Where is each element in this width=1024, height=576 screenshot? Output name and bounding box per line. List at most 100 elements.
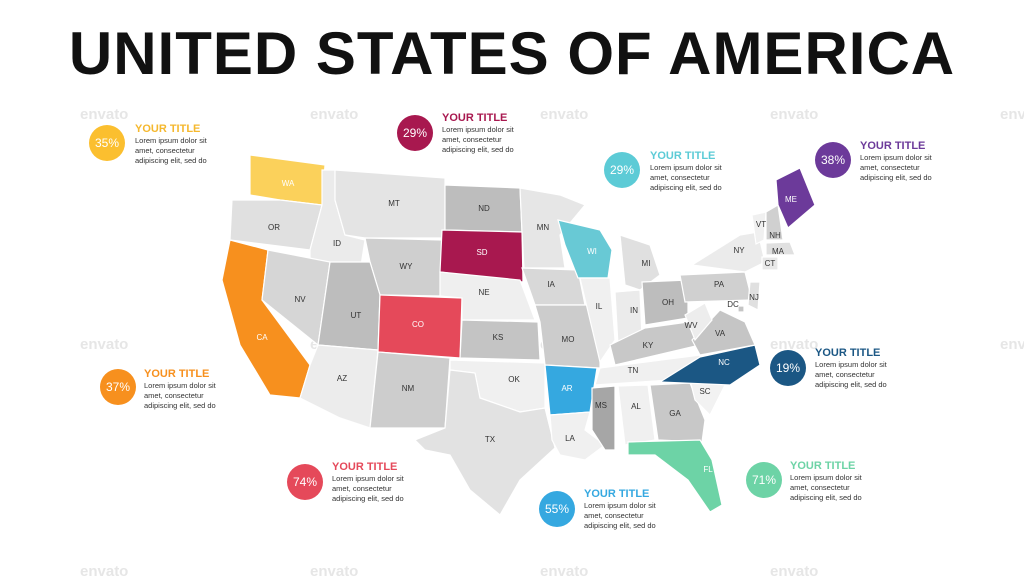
percent-text: 19% bbox=[776, 361, 800, 375]
state-label: WV bbox=[685, 321, 699, 330]
state-label: NH bbox=[769, 231, 781, 240]
percent-badge bbox=[397, 115, 433, 151]
state-shape bbox=[751, 211, 767, 245]
state-label: ID bbox=[333, 239, 341, 248]
state-shape bbox=[459, 319, 541, 361]
watermark: envato bbox=[1000, 106, 1024, 123]
callout-text: adipiscing elit, sed do bbox=[815, 380, 887, 389]
callout-title: YOUR TITLE bbox=[790, 460, 855, 472]
watermark: envato bbox=[770, 563, 818, 576]
state-label: OK bbox=[508, 375, 520, 384]
state-label: KY bbox=[643, 341, 654, 350]
state-shape bbox=[519, 187, 586, 269]
callout-title: YOUR TITLE bbox=[442, 112, 507, 124]
state-shape bbox=[765, 204, 784, 241]
state-label: SC bbox=[699, 387, 710, 396]
state-label: GA bbox=[669, 409, 681, 418]
callout-text: amet, consectetur bbox=[815, 370, 875, 379]
callout-text: amet, consectetur bbox=[144, 391, 204, 400]
state-label: NV bbox=[294, 295, 306, 304]
percent-text: 55% bbox=[545, 502, 569, 516]
state-label: SD bbox=[476, 248, 487, 257]
callout-text: adipiscing elit, sed do bbox=[135, 156, 207, 165]
watermark: envato bbox=[80, 336, 128, 353]
watermark: envato bbox=[770, 106, 818, 123]
callout-text: Lorem ipsum dolor sit bbox=[815, 360, 888, 369]
watermark: envato bbox=[1000, 336, 1024, 353]
page-title: UNITED STATES OF AMERICA bbox=[69, 20, 955, 87]
state-label: OH bbox=[662, 298, 674, 307]
percent-text: 29% bbox=[403, 126, 427, 140]
percent-badge bbox=[604, 152, 640, 188]
state-label: OR bbox=[268, 223, 280, 232]
watermark: envato bbox=[540, 563, 588, 576]
state-shape bbox=[299, 344, 379, 429]
callout-title: YOUR TITLE bbox=[815, 347, 880, 359]
callout-title: YOUR TITLE bbox=[650, 150, 715, 162]
state-shape bbox=[617, 384, 656, 446]
state-label: MA bbox=[772, 247, 785, 256]
state-label: IN bbox=[630, 306, 638, 315]
callout-text: amet, consectetur bbox=[442, 135, 502, 144]
percent-text: 74% bbox=[293, 475, 317, 489]
state-shape bbox=[737, 305, 745, 313]
callout-text: amet, consectetur bbox=[650, 173, 710, 182]
state-label: MT bbox=[388, 199, 400, 208]
state-shape bbox=[549, 411, 606, 461]
watermark: envato bbox=[80, 106, 128, 123]
callout-text: amet, consectetur bbox=[790, 483, 850, 492]
state-label: AL bbox=[631, 402, 641, 411]
state-label: NY bbox=[733, 246, 745, 255]
state-label: VA bbox=[715, 329, 726, 338]
callout-text: Lorem ipsum dolor sit bbox=[332, 474, 405, 483]
percent-text: 38% bbox=[821, 153, 845, 167]
state-label: AZ bbox=[337, 374, 347, 383]
state-label: FL bbox=[703, 465, 713, 474]
callout-title: YOUR TITLE bbox=[860, 140, 925, 152]
callout-text: Lorem ipsum dolor sit bbox=[442, 125, 515, 134]
state-label: MN bbox=[537, 223, 550, 232]
state-label: MI bbox=[642, 259, 651, 268]
percent-text: 35% bbox=[95, 136, 119, 150]
callout-text: amet, consectetur bbox=[135, 146, 195, 155]
state-shape bbox=[761, 256, 779, 271]
state-shape bbox=[413, 369, 556, 516]
state-label: WY bbox=[400, 262, 414, 271]
state-label: WI bbox=[587, 247, 597, 256]
percent-badge bbox=[100, 369, 136, 405]
us-map: WA OR CA ID NV MT WY UT AZ CO NM ND SD NE KS OK TX MN IA MO… bbox=[221, 154, 816, 516]
watermark: envato bbox=[310, 106, 358, 123]
state-label: NM bbox=[402, 384, 415, 393]
state-label: TN bbox=[628, 366, 639, 375]
state-label: WA bbox=[282, 179, 295, 188]
callout-text: adipiscing elit, sed do bbox=[442, 145, 514, 154]
percent-text: 37% bbox=[106, 380, 130, 394]
callout-text: Lorem ipsum dolor sit bbox=[650, 163, 723, 172]
callout-text: adipiscing elit, sed do bbox=[650, 183, 722, 192]
watermark: envato bbox=[770, 336, 818, 353]
watermark: envato bbox=[310, 563, 358, 576]
state-shape bbox=[591, 385, 616, 451]
state-label: ME bbox=[785, 195, 797, 204]
state-label: ND bbox=[478, 204, 490, 213]
callout-text: adipiscing elit, sed do bbox=[144, 401, 216, 410]
state-label: MS bbox=[595, 401, 607, 410]
callout-text: amet, consectetur bbox=[584, 511, 644, 520]
state-label: IL bbox=[596, 302, 603, 311]
callout-title: YOUR TITLE bbox=[135, 123, 200, 135]
callout-text: amet, consectetur bbox=[332, 484, 392, 493]
state-shape bbox=[747, 281, 761, 311]
state-label: VT bbox=[756, 220, 766, 229]
watermark: envato bbox=[540, 106, 588, 123]
callout-title: YOUR TITLE bbox=[144, 368, 209, 380]
state-label: CT bbox=[765, 259, 776, 268]
state-label: AR bbox=[561, 384, 572, 393]
state-shape bbox=[690, 231, 766, 273]
callout-text: adipiscing elit, sed do bbox=[584, 521, 656, 530]
callout-text: Lorem ipsum dolor sit bbox=[584, 501, 657, 510]
percent-badge bbox=[539, 491, 575, 527]
state-shape bbox=[775, 167, 816, 229]
